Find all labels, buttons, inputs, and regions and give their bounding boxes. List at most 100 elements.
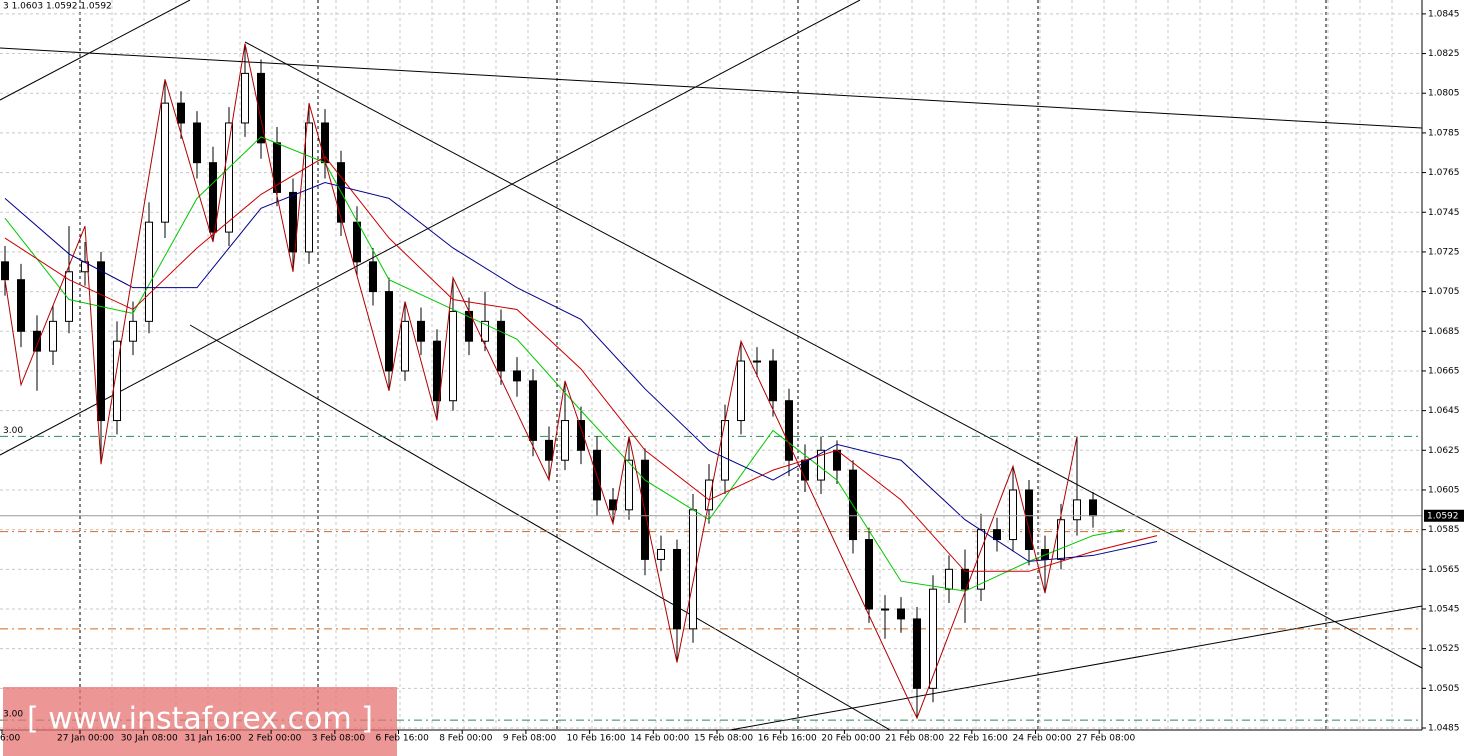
y-tick-label: 1.0845	[1428, 9, 1460, 19]
candle-body	[33, 330, 41, 352]
candle-body	[193, 122, 201, 164]
x-tick-label: 22 Feb 16:00	[949, 734, 1008, 744]
candle-body	[529, 380, 537, 441]
y-tick-label: 1.0685	[1428, 327, 1460, 337]
x-tick-label: 6:00	[0, 734, 20, 744]
candle-body	[177, 102, 185, 124]
candle-body	[945, 568, 953, 590]
candle-body	[577, 420, 585, 451]
candle-body	[545, 439, 553, 461]
candle-body	[929, 588, 937, 689]
x-tick-label: 27 Feb 08:00	[1076, 734, 1135, 744]
level-label: 3.00	[3, 710, 23, 720]
y-tick-label: 1.0565	[1428, 565, 1460, 575]
x-tick-label: 10 Feb 16:00	[567, 734, 626, 744]
candle-body	[17, 279, 25, 332]
candle-body	[913, 618, 921, 689]
candle-body	[49, 320, 57, 352]
trend-line	[0, 0, 191, 101]
y-tick-label: 1.0765	[1428, 168, 1460, 178]
candle-body	[449, 310, 457, 402]
candle-body	[433, 340, 441, 402]
candle-body	[353, 221, 361, 263]
plot	[0, 43, 1422, 721]
x-tick-label: 27 Jan 00:00	[57, 734, 114, 744]
x-tick-label: 24 Feb 00:00	[1013, 734, 1072, 744]
y-tick-label: 1.0605	[1428, 485, 1460, 495]
y-tick-label: 1.0585	[1428, 525, 1460, 535]
candle-body	[705, 479, 713, 511]
candle-body	[881, 608, 889, 611]
indicator-line	[4, 156, 1158, 572]
x-tick-label: 16 Feb 16:00	[758, 734, 817, 744]
y-tick-label: 1.0785	[1428, 128, 1460, 138]
y-tick-label: 1.0525	[1428, 644, 1460, 654]
candle-body	[993, 529, 1001, 541]
y-tick-label: 1.0485	[1428, 724, 1460, 734]
candle-body	[1025, 489, 1033, 550]
candle-body	[113, 340, 121, 422]
trend-line	[0, 47, 1423, 129]
candle-body	[385, 291, 393, 372]
candle-body	[977, 529, 985, 590]
candle-body	[225, 122, 233, 233]
x-tick-label: 21 Feb 08:00	[885, 734, 944, 744]
x-tick-label: 30 Jan 08:00	[121, 734, 178, 744]
candle-body	[961, 568, 969, 590]
candle-body	[1, 261, 9, 281]
trend-line	[0, 0, 861, 456]
candle-body	[673, 548, 681, 630]
candle-body	[97, 261, 105, 422]
candle-body	[737, 360, 745, 422]
y-tick-label: 1.0645	[1428, 406, 1460, 416]
x-tick-label: 3 Feb 08:00	[312, 734, 366, 744]
y-tick-label: 1.0505	[1428, 684, 1460, 694]
candle-body	[753, 360, 761, 363]
candle-body	[833, 449, 841, 471]
candle-body	[417, 320, 425, 342]
y-tick-label: 1.0545	[1428, 604, 1460, 614]
candle-body	[1057, 519, 1065, 560]
indicator-line	[4, 43, 1078, 720]
candle-body	[209, 162, 217, 233]
y-tick-label: 1.0625	[1428, 446, 1460, 456]
candle-body	[369, 261, 377, 293]
candle-body	[657, 548, 665, 560]
candle-body	[129, 320, 137, 342]
x-tick-label: 2 Feb 00:00	[248, 734, 302, 744]
x-tick-label: 14 Feb 00:00	[630, 734, 689, 744]
trend-lines	[0, 0, 1423, 731]
x-tick-label: 31 Jan 16:00	[184, 734, 241, 744]
grid	[0, 0, 1422, 730]
candle-body	[257, 72, 265, 144]
x-tick-label: 8 Feb 00:00	[439, 734, 493, 744]
candle-body	[1073, 499, 1081, 521]
last-price-box	[1424, 509, 1464, 522]
y-tick-label: 1.0745	[1428, 208, 1460, 218]
x-tick-label: 15 Feb 08:00	[694, 734, 753, 744]
indicator-line	[4, 181, 1158, 562]
last-price-label: 1.0592	[1427, 511, 1459, 521]
candle-body	[289, 191, 297, 253]
candle-body	[897, 608, 905, 620]
candle-body	[721, 420, 729, 481]
candle-body	[625, 459, 633, 511]
candle-body	[161, 102, 169, 223]
trend-line	[729, 605, 1423, 731]
candle-body	[1089, 499, 1097, 517]
x-tick-label: 6 Feb 16:00	[376, 734, 430, 744]
y-tick-label: 1.0725	[1428, 247, 1460, 257]
candle-body	[65, 271, 73, 322]
candle-body	[481, 320, 489, 342]
candle-body	[241, 72, 249, 124]
y-tick-label: 1.0825	[1428, 49, 1460, 59]
candle-body	[145, 221, 153, 322]
trend-line	[189, 324, 891, 731]
x-tick-label: 20 Feb 00:00	[821, 734, 880, 744]
y-tick-label: 1.0805	[1428, 89, 1460, 99]
candle-body	[769, 360, 777, 402]
watermark-box	[3, 687, 397, 756]
header: 3 1.0603 1.0592 1.0592	[3, 2, 112, 12]
